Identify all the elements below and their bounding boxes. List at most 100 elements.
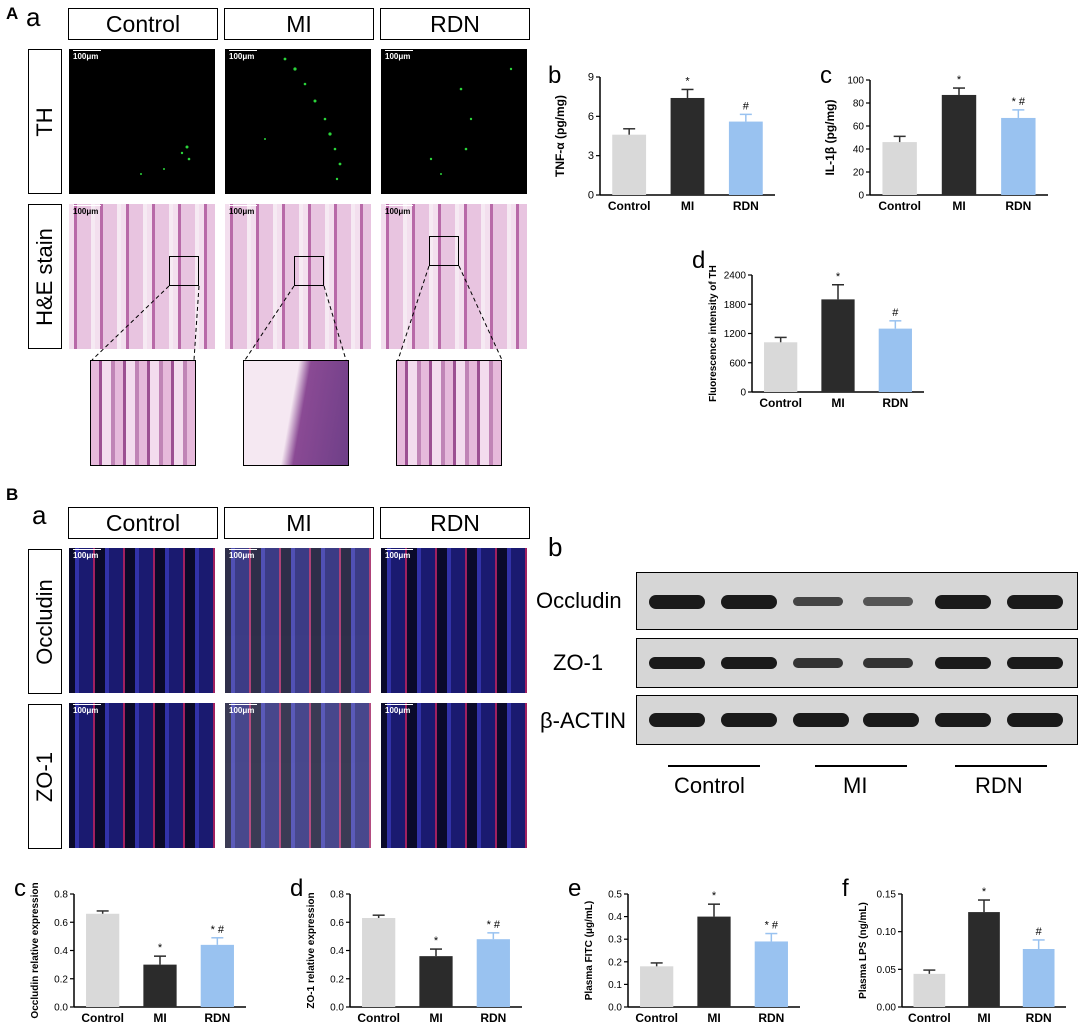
y-tick-label: 20 [853,168,865,179]
bar-rdn [476,939,510,1007]
significance-mark: * [957,74,962,86]
zoom-region-box [429,236,459,266]
significance-mark: * # [765,920,779,932]
x-tick-label: Control [908,1011,951,1025]
y-tick-label: 0.0 [54,1003,68,1014]
bar-mi [143,964,177,1007]
significance-mark: * [158,942,163,954]
chart-lps: f Plasma LPS (ng/mL) 0.00 0.05 0.10 0.15 Contr… [842,875,1066,1025]
chart-letter: e [568,875,581,902]
chart-letter: c [820,62,832,89]
zoom-region-box [169,256,199,286]
y-axis-label: Plasma FITC (μg/mL) [584,901,595,1000]
x-tick-label: MI [681,199,694,213]
y-axis-label: Occludin relative expression [30,882,41,1018]
panel-b-letter: B [6,485,19,504]
significance-mark: * [685,75,690,87]
y-tick-label: 1200 [724,329,747,340]
scale-bar: 100μm [73,205,102,216]
y-tick-label: 6 [588,111,594,123]
group-label-mi: MI [843,773,868,798]
chart-occludin: c Occludin relative expression 0.0 0.2 0.4 0.… [14,875,246,1025]
group-line-rdn [955,765,1047,767]
x-tick-label: MI [952,199,965,213]
y-tick-label: 0.3 [608,935,622,946]
header-rdn: RDN [380,8,530,40]
bar-control [640,966,674,1007]
chart-letter: b [548,62,561,89]
x-tick-label: Control [81,1011,124,1025]
y-axis-label: Fluorescence intensity of TH [708,265,719,402]
bar-mi [941,94,977,195]
y-tick-label: 0.4 [330,946,344,957]
he-image-rdn: 100μm [381,204,527,349]
x-tick-label: Control [759,396,802,410]
y-tick-label: 3 [588,150,594,162]
x-tick-label: RDN [204,1011,230,1025]
y-axis-label: TNF-α (pg/mg) [553,95,567,177]
he-image-control: 100μm [69,204,215,349]
significance-mark: # [892,307,899,319]
significance-mark: * [982,886,987,898]
zoom-inset-mi [243,360,349,466]
blot-actin [636,695,1078,745]
y-tick-label: 100 [847,76,864,87]
blot-zo1 [636,638,1078,688]
bar-mi [419,956,453,1007]
x-tick-label: MI [977,1011,990,1025]
y-tick-label: 0.2 [54,974,68,985]
occludin-image-mi: 100μm [225,548,371,693]
bar-rdn [1001,117,1036,195]
header-mi: MI [224,507,374,539]
x-tick-label: MI [153,1011,166,1025]
y-axis-label: IL-1β (pg/mg) [823,100,837,176]
header-rdn: RDN [380,507,530,539]
header-control: Control [68,507,218,539]
y-tick-label: 80 [853,99,865,110]
x-tick-label: Control [357,1011,400,1025]
x-tick-label: RDN [1026,1011,1052,1025]
scale-bar: 100μm [229,50,258,61]
y-tick-label: 2400 [724,271,747,282]
panel-a-sub-a: a [26,2,41,32]
x-tick-label: Control [878,199,921,213]
row-label-th: TH [28,49,62,194]
chart-il1b: c IL-1β (pg/mg) 0 20 40 60 80 100 Control * MI * # R… [820,62,1048,213]
group-label-control: Control [674,773,745,798]
chart-letter: f [842,875,849,902]
bar-mi [821,299,855,392]
x-tick-label: RDN [480,1011,506,1025]
y-tick-label: 0 [588,190,594,202]
zoom-inset-rdn [396,360,502,466]
x-tick-label: RDN [733,199,759,213]
bar-rdn [878,328,912,392]
blot-label-actin: β-ACTIN [540,708,626,733]
y-tick-label: 600 [729,358,746,369]
blot-label-occludin: Occludin [536,588,622,613]
group-label-rdn: RDN [975,773,1023,798]
chart-zo1: dZO-1 relative expression 0.0 0.2 0.4 0.6 0.8… [290,875,522,1025]
x-tick-label: RDN [1005,199,1031,213]
y-tick-label: 0.00 [877,1003,897,1014]
significance-mark: # [743,100,750,112]
y-tick-label: 0 [740,388,746,399]
header-mi: MI [224,8,374,40]
th-image-mi: 100μm [225,49,371,194]
bar-control [913,973,946,1007]
bar-mi [697,916,731,1007]
chart-letter: d [290,875,303,902]
bar-rdn [754,941,788,1007]
bar-control [86,913,120,1007]
chart-tnf: b TNF-α (pg/mg) 0 3 6 9 Control * MI # RDN [548,62,775,213]
y-tick-label: 40 [853,145,865,156]
y-tick-label: 0.4 [608,912,622,923]
y-tick-label: 0.15 [877,890,897,901]
scale-bar: 100μm [385,549,414,560]
y-tick-label: 0.4 [54,946,68,957]
bar-mi [968,912,1000,1007]
zoom-inset-control [90,360,196,466]
significance-mark: # [1036,926,1043,938]
significance-mark: * [434,935,439,947]
th-image-control: 100μm [69,49,215,194]
th-image-rdn: 100μm [381,49,527,194]
